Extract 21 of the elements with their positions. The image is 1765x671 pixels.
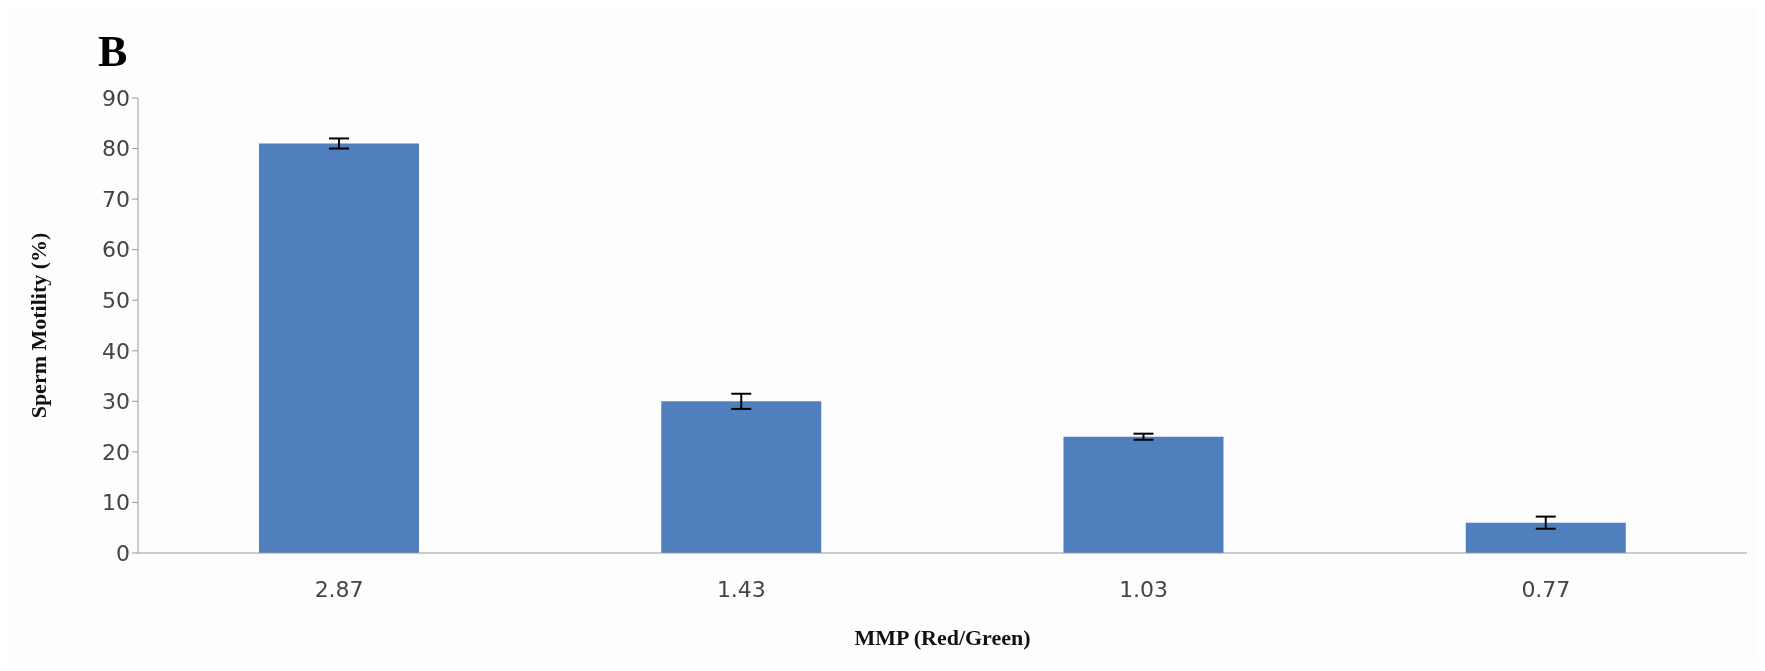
x-tick-label: 0.77 [1521, 576, 1571, 602]
y-tick-label: 80 [102, 136, 130, 162]
y-tick-label: 10 [102, 490, 130, 516]
y-tick-label: 70 [102, 186, 130, 212]
y-tick-label: 50 [102, 288, 130, 314]
y-tick-label: 60 [102, 237, 130, 263]
y-tick-label: 0 [116, 540, 130, 566]
x-axis-title: MMP (Red/Green) [854, 625, 1031, 650]
y-tick-label: 90 [102, 85, 130, 111]
x-tick-label: 2.87 [314, 576, 364, 602]
x-tick-label: 1.03 [1119, 576, 1169, 602]
x-tick-label: 1.43 [716, 576, 766, 602]
bar [1465, 522, 1626, 553]
y-tick-label: 30 [102, 389, 130, 415]
y-axis-title: Sperm Motility (%) [25, 232, 51, 419]
chart-title: B [98, 26, 128, 77]
y-tick-label: 40 [102, 338, 130, 364]
y-tick-label: 20 [102, 439, 130, 465]
bar [1063, 436, 1224, 553]
bar [661, 401, 822, 553]
bar [259, 143, 419, 553]
